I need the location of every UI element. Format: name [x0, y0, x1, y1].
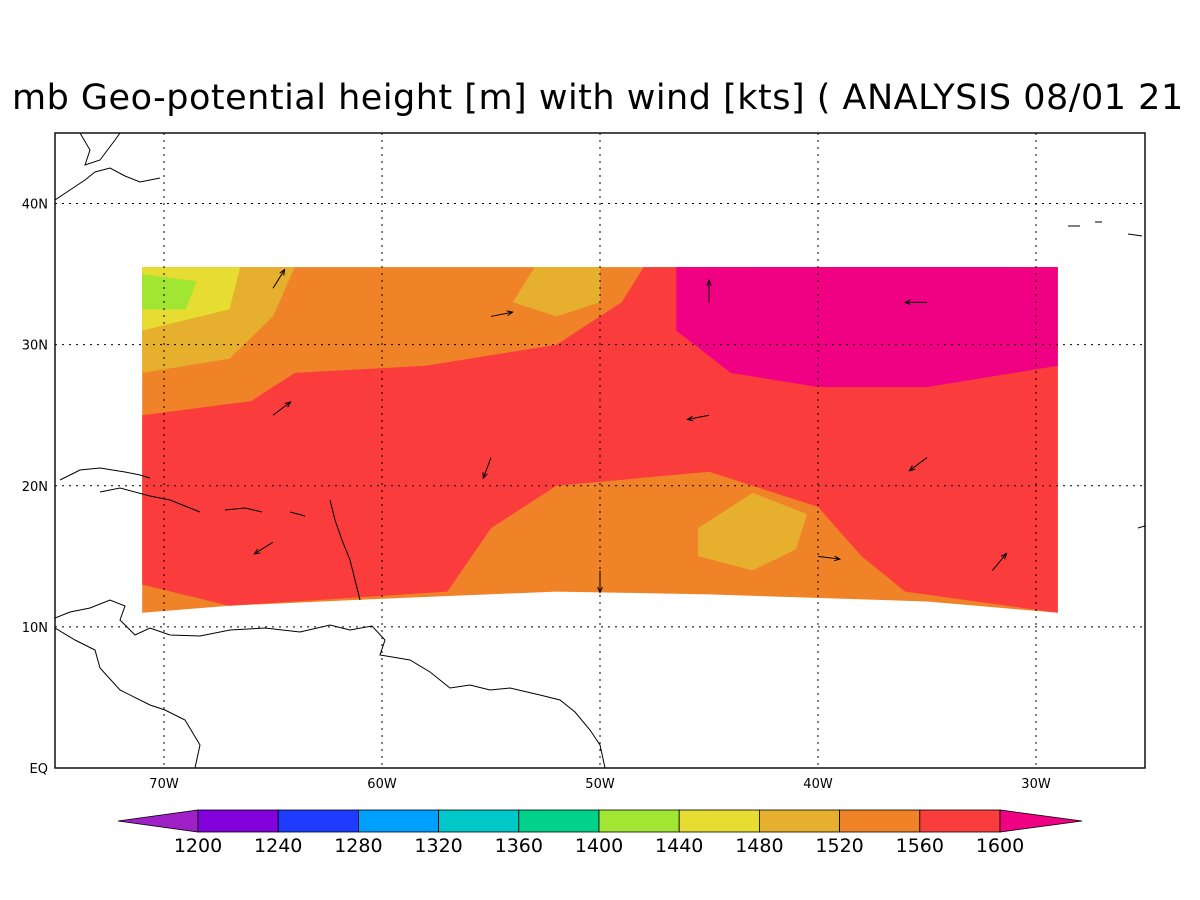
colorbar-tick-label: 1320 — [414, 835, 462, 857]
latitude-labels: 40N 30N 20N 10N EQ — [22, 198, 48, 777]
lat-tick-label: 20N — [22, 480, 48, 495]
height-region-8 — [142, 274, 197, 310]
lat-tick-label: 30N — [22, 339, 48, 354]
colorbar-swatch — [357, 809, 439, 833]
colorbar-tick-label: 1520 — [815, 835, 863, 857]
colorbar-swatch — [277, 809, 359, 833]
lon-tick-label: 60W — [367, 777, 397, 792]
lon-tick-label: 70W — [149, 777, 179, 792]
colorbar-tick-label: 1600 — [976, 835, 1024, 857]
wind-arrow — [272, 268, 286, 289]
coastline-south-america — [55, 627, 201, 768]
coastline-greater-antilles — [59, 467, 306, 517]
colorbar-tick-label: 1480 — [735, 835, 783, 857]
colorbar-tick-label: 1560 — [896, 835, 944, 857]
wind-arrow — [992, 552, 1008, 571]
coastlines — [55, 133, 1145, 768]
colorbar-min-triangle — [117, 809, 199, 833]
wind-vectors — [253, 268, 1008, 594]
wind-arrow — [903, 299, 927, 306]
coastline-lesser-antilles — [329, 499, 361, 601]
colorbar-swatch — [518, 809, 600, 833]
colorbar — [117, 809, 1083, 833]
coastline-north-america — [55, 133, 161, 201]
wind-arrow — [253, 541, 274, 555]
colorbar-labels: 1200 1240 1280 1320 1360 1400 1440 1480 1520 1560… — [174, 835, 1024, 857]
colorbar-swatch — [197, 809, 279, 833]
coastline-azores — [1068, 221, 1143, 237]
colorbar-swatch — [598, 809, 680, 833]
wind-arrow — [272, 401, 292, 416]
colorbar-swatch — [678, 809, 760, 833]
lat-tick-label: 10N — [22, 621, 48, 636]
height-shading — [142, 267, 1058, 613]
colorbar-max-triangle — [999, 809, 1083, 833]
coastline-cape-verde — [1137, 525, 1145, 529]
colorbar-swatch — [839, 809, 921, 833]
colorbar-tick-label: 1360 — [495, 835, 543, 857]
lon-tick-label: 50W — [585, 777, 615, 792]
lat-tick-label: EQ — [30, 762, 48, 777]
longitude-labels: 70W 60W 50W 40W 30W — [149, 777, 1051, 792]
wind-arrow — [706, 279, 712, 303]
lon-tick-label: 40W — [803, 777, 833, 792]
graticule — [55, 133, 1145, 768]
colorbar-swatch — [759, 809, 841, 833]
colorbar-tick-label: 1400 — [575, 835, 623, 857]
colorbar-swatch — [438, 809, 520, 833]
lat-tick-label: 40N — [22, 198, 48, 213]
colorbar-tick-label: 1440 — [655, 835, 703, 857]
wind-arrow — [490, 310, 514, 317]
colorbar-tick-label: 1240 — [254, 835, 302, 857]
map-title: mb Geo-potential height [m] with wind [k… — [12, 78, 1184, 118]
colorbar-swatch — [919, 809, 1001, 833]
wind-arrow — [908, 457, 928, 472]
wind-arrow — [482, 457, 492, 480]
colorbar-tick-label: 1280 — [334, 835, 382, 857]
wind-arrow — [686, 414, 710, 422]
lon-tick-label: 30W — [1021, 777, 1051, 792]
height-region-5 — [512, 267, 600, 317]
coastline-caribbean — [55, 599, 606, 768]
height-region-6 — [698, 492, 808, 571]
colorbar-tick-label: 1200 — [174, 835, 222, 857]
map-frame — [54, 132, 1146, 769]
wind-arrow — [817, 555, 842, 562]
